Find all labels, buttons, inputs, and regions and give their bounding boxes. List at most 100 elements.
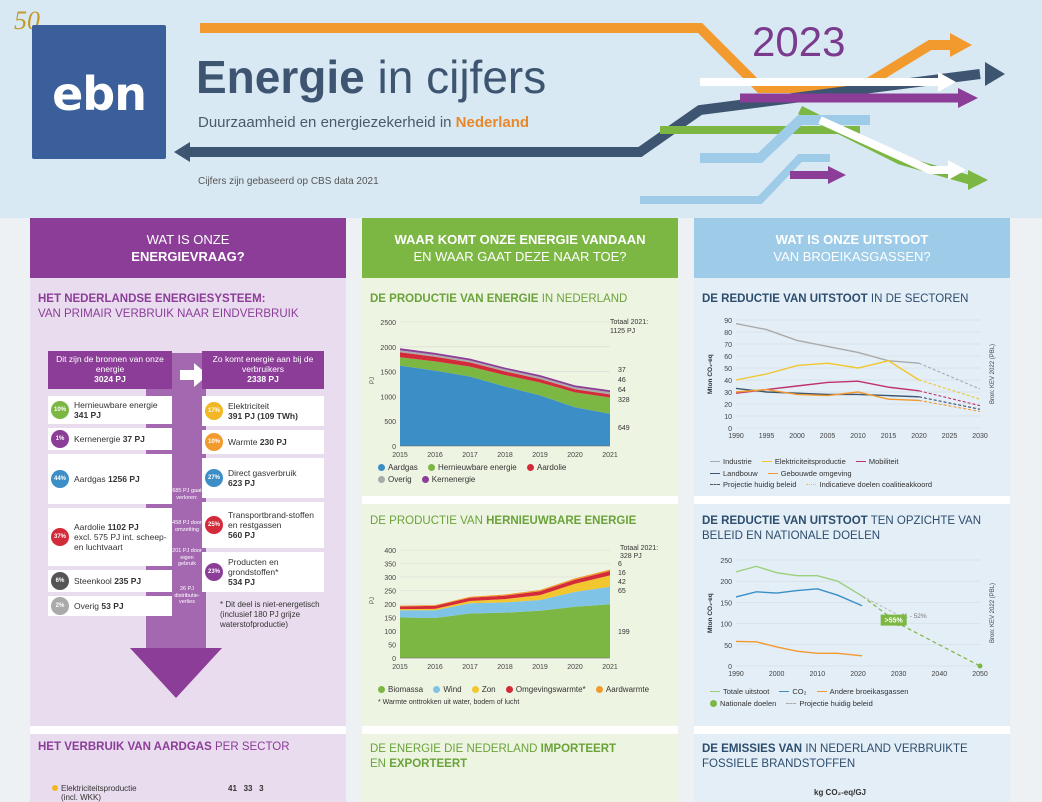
ebn-logo: ebn	[32, 25, 166, 159]
legend-item: Overig	[378, 475, 412, 484]
legend-item: Projectie huidig beleid	[786, 699, 873, 708]
use-label: Warmte 230 PJ	[228, 437, 287, 447]
end-value-label: 37	[618, 367, 626, 374]
subtitle-pre: Duurzaamheid en energiezekerheid in	[198, 114, 452, 131]
y-tick-label: 150	[384, 616, 396, 623]
source-label: Bron: KEV 2022 (PBL)	[990, 583, 996, 643]
loss-item: 26 PJ distributie-verlies	[172, 586, 202, 608]
chart2-note: * Warmte onttrokken uit water, bodem of …	[378, 699, 520, 706]
end-value-label: 16	[618, 570, 626, 577]
x-tick-label: 2019	[532, 664, 548, 671]
header-banner: 50 jaar ebn Energie in cijfers Duurzaamh…	[0, 0, 1042, 218]
gas-row: Elektriciteitsproductie (incl. WKK)	[52, 784, 137, 802]
projection-line	[918, 390, 981, 407]
end-value-label: 649	[618, 425, 630, 432]
y-tick-label: 0	[392, 444, 396, 451]
y-tick-label: 400	[384, 548, 396, 555]
y-tick-label: 500	[384, 419, 396, 426]
y-axis-label: PJ	[370, 597, 376, 604]
emission-unit: kg CO₂-eq/GJ	[814, 788, 867, 797]
source-row: 6% Steenkool 235 PJ	[48, 570, 172, 592]
legend-item: Andere broeikasgassen	[816, 687, 908, 696]
pct-dot: 10%	[51, 401, 69, 419]
y-tick-label: 250	[384, 589, 396, 596]
line-series-landbouw	[735, 387, 920, 398]
legend-item: Zon	[471, 685, 496, 694]
energy-production-chart: 0 500 1000 1500 2000 2500 2015 2016 2017 2018 2019…	[370, 319, 648, 459]
pct-dot: 6%	[51, 572, 69, 590]
y-tick-label: 30	[724, 390, 732, 397]
x-tick-label: 2000	[769, 671, 785, 678]
column-header: WAAR KOMT ONZE ENERGIE VANDAAN EN WAAR G…	[362, 218, 678, 278]
x-tick-label: 2018	[497, 452, 513, 459]
x-tick-label: 2000	[789, 433, 805, 440]
projection-line	[918, 379, 981, 400]
source-label: Overig 53 PJ	[74, 601, 124, 611]
legend-item: Aardgas	[378, 463, 418, 472]
chart1-total-label: Totaal 2021: 1125 PJ	[610, 319, 648, 335]
chart2-title: DE PRODUCTIE VAN HERNIEUWBARE ENERGIE	[370, 514, 636, 529]
end-value-label: 46	[618, 377, 626, 384]
target-line	[861, 595, 981, 667]
y-tick-label: 10	[724, 414, 732, 421]
section-title-rest: VAN PRIMAIR VERBRUIK NAAR EINDVERBRUIK	[38, 308, 299, 320]
area-series-zon	[400, 575, 610, 611]
legend-dot	[52, 785, 58, 791]
y-tick-label: 0	[728, 426, 732, 433]
use-row: 17% Elektriciteit 391 PJ (109 TWh)	[202, 396, 324, 426]
end-value-label: 6	[618, 561, 622, 568]
source-label: Kernenergie 37 PJ	[74, 434, 145, 444]
use-row: 27% Direct gasverbruik 623 PJ	[202, 458, 324, 498]
column-header-line2: ENERGIEVRAAG?	[131, 249, 245, 264]
y-tick-label: 200	[720, 579, 732, 586]
line-series-elektriciteitsproductie	[735, 360, 920, 381]
chart2-legend: Biomassa Wind Zon Omgevingswarmte* Aardw…	[378, 684, 657, 709]
legend-item: Aardolie	[526, 463, 566, 472]
source-row: 37% Aardolie 1102 PJ excl. 575 PJ int. sch…	[48, 508, 172, 566]
sources-total: 3024 PJ	[94, 374, 126, 384]
logo-text: ebn	[52, 67, 147, 121]
sources-head: Dit zijn de bronnen van onze energie	[56, 354, 164, 374]
annotation-badge	[880, 614, 907, 626]
projection-line	[861, 595, 899, 616]
y-tick-label: 20	[724, 402, 732, 409]
projection-line	[918, 399, 981, 412]
legend-item: Aardwarmte	[595, 685, 649, 694]
source-row: 2% Overig 53 PJ	[48, 596, 172, 616]
projection-line	[918, 362, 981, 390]
pct-dot: 25%	[205, 516, 223, 534]
chart2-title-bold: HERNIEUWBARE ENERGIE	[486, 515, 637, 527]
gas-row-label: Elektriciteitsproductie	[61, 784, 137, 793]
chart1-title-rest: IN NEDERLAND	[541, 293, 628, 305]
source-label: Bron: KEV 2022 (PBL)	[990, 344, 996, 404]
pct-dot: 10%	[205, 433, 223, 451]
legend-item: Landbouw	[710, 469, 758, 478]
data-note: Cijfers zijn gebaseerd op CBS data 2021	[198, 176, 379, 187]
x-tick-label: 2030	[972, 433, 988, 440]
gas-values: 41 33 3	[228, 784, 264, 793]
loss-item: 201 PJ door eigen gebruik	[172, 548, 202, 578]
y-tick-label: 0	[728, 664, 732, 671]
chart4-title: DE REDUCTIE VAN UITSTOOT TEN OPZICHTE VA…	[702, 515, 982, 542]
x-tick-label: 2017	[462, 664, 478, 671]
divider	[362, 726, 678, 734]
column-header: WAT IS ONZE UITSTOOT VAN BROEIKASGASSEN?	[694, 218, 1010, 278]
x-tick-label: 2020	[567, 452, 583, 459]
y-tick-label: 80	[724, 330, 732, 337]
x-tick-label: 2021	[602, 452, 618, 459]
end-value-label: 328	[618, 397, 630, 404]
section-title-bold: HET NEDERLANDSE ENERGIESYSTEEM:	[38, 293, 266, 305]
area-series-kernenergie	[400, 348, 610, 393]
divider	[694, 496, 1010, 504]
x-tick-label: 2010	[850, 433, 866, 440]
x-tick-label: 2016	[427, 452, 443, 459]
column-header-line2: VAN BROEIKASGASSEN?	[773, 249, 931, 264]
chart2-total-label: Totaal 2021: 328 PJ	[620, 545, 658, 560]
y-tick-label: 0	[392, 656, 396, 663]
use-row: 25% Transportbrand-stoffen en restgassen 5…	[202, 502, 324, 548]
y-tick-label: 50	[388, 643, 396, 650]
chart1-legend: Aardgas Hernieuwbare energie Aardolie Ov…	[378, 462, 574, 486]
legend-item: CO₂	[779, 687, 807, 696]
source-row: 1% Kernenergie 37 PJ	[48, 428, 172, 450]
legend-item: Projectie huidig beleid	[710, 480, 796, 489]
